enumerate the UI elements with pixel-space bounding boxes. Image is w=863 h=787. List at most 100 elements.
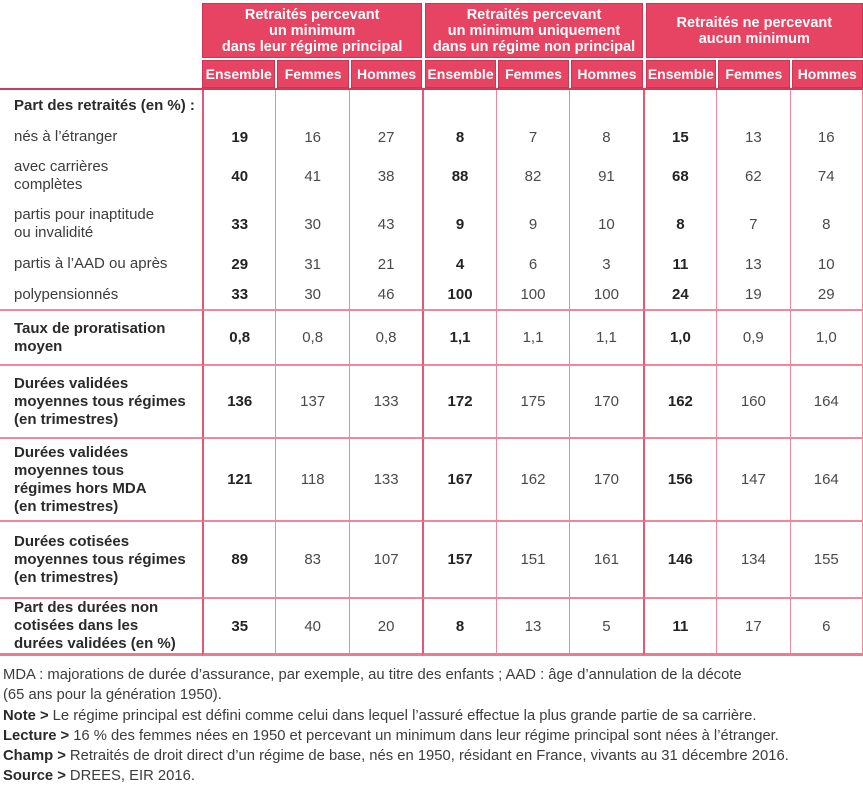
note-prefix: Lecture > (3, 727, 70, 744)
value-cell (789, 90, 863, 122)
value-cell (348, 90, 422, 122)
value-cell: 91 (569, 152, 642, 200)
value-cell: 136 (202, 366, 276, 439)
group-header-minimum-regime-principal: Retraités percevant un minimum dans leur… (202, 3, 423, 58)
note-prefix: Source > (3, 768, 66, 785)
value-cell: 170 (569, 439, 643, 522)
column-header-femmes: Femmes (716, 58, 790, 88)
value-cell: 43 (348, 200, 422, 248)
value-cell: 41 (275, 152, 348, 200)
note-mda-aad: MDA : majorations de durée d’assurance, … (3, 667, 742, 704)
value-cell: 3 (569, 248, 642, 280)
note-prefix: Note > (3, 707, 49, 724)
value-cell: 11 (642, 599, 717, 656)
value-cell: 13 (716, 122, 789, 152)
value-cell: 27 (348, 122, 422, 152)
column-header-hommes: Hommes (348, 58, 423, 88)
row-label: avec carrières complètes (14, 158, 109, 193)
value-cell: 6 (789, 599, 863, 656)
value-cell: 38 (348, 152, 422, 200)
value-cell: 167 (422, 439, 496, 522)
column-header-femmes: Femmes (275, 58, 349, 88)
value-cell: 88 (422, 152, 495, 200)
value-cell: 8 (569, 122, 642, 152)
value-cell: 146 (642, 522, 717, 599)
value-cell: 164 (789, 439, 863, 522)
column-header-ensemble: Ensemble (422, 58, 496, 88)
value-cell: 8 (422, 599, 496, 656)
value-cell: 9 (422, 200, 495, 248)
value-cell (422, 90, 495, 122)
value-cell: 30 (275, 200, 348, 248)
value-cell: 151 (495, 522, 570, 599)
value-cell: 68 (642, 152, 716, 200)
value-cell: 30 (275, 280, 349, 311)
value-cell: 35 (202, 599, 276, 656)
row-label: Durées cotisées moyennes tous régimes (e… (0, 522, 202, 599)
value-cell: 1,1 (422, 311, 496, 366)
value-cell: 82 (495, 152, 569, 200)
value-cell: 10 (569, 200, 642, 248)
value-cell: 8 (642, 200, 716, 248)
value-cell: 175 (495, 366, 570, 439)
value-cell: 8 (789, 200, 863, 248)
value-cell: 11 (642, 248, 716, 280)
column-header-hommes: Hommes (569, 58, 643, 88)
value-cell: 121 (202, 439, 276, 522)
value-cell: 20 (348, 599, 423, 656)
value-cell: 100 (495, 280, 570, 311)
column-header-femmes: Femmes (495, 58, 570, 88)
value-cell: 137 (275, 366, 349, 439)
value-cell (275, 90, 348, 122)
row-label: nés à l’étranger (14, 128, 118, 145)
value-cell (716, 90, 789, 122)
value-cell: 33 (202, 200, 275, 248)
value-cell: 29 (789, 280, 863, 311)
value-cell: 10 (789, 248, 863, 280)
footnotes: MDA : majorations de durée d’assurance, … (0, 656, 863, 787)
note-line: Lecture >16 % des femmes nées en 1950 et… (3, 726, 859, 746)
value-cell: 133 (348, 439, 423, 522)
value-cell: 40 (275, 599, 349, 656)
note-line: Source > DREES, EIR 2016. (3, 766, 859, 786)
value-cell: 17 (716, 599, 790, 656)
value-cell: 8 (422, 122, 495, 152)
value-cell (569, 90, 642, 122)
value-cell: 7 (716, 200, 789, 248)
value-cell: 156 (642, 439, 717, 522)
group-header-aucun-minimum: Retraités ne percevant aucun minimum (642, 3, 863, 58)
note-text: DREES, EIR 2016. (69, 768, 195, 785)
row-label: partis pour inaptitude ou invalidité (14, 206, 155, 241)
table-body: Part des retraités (en %) : nés à l’étra… (0, 90, 863, 656)
value-cell: 19 (202, 122, 275, 152)
value-cell: 147 (716, 439, 790, 522)
value-cell: 1,0 (789, 311, 863, 366)
value-cell: 100 (569, 280, 643, 311)
value-cell: 160 (716, 366, 790, 439)
value-cell: 16 (789, 122, 863, 152)
table-header: Retraités percevant un minimum dans leur… (0, 3, 863, 90)
value-cell: 9 (495, 200, 569, 248)
value-cell: 62 (716, 152, 789, 200)
value-cell: 0,8 (348, 311, 423, 366)
value-cell: 107 (348, 522, 423, 599)
value-cell: 46 (348, 280, 423, 311)
value-cell: 6 (495, 248, 569, 280)
value-cell (495, 90, 569, 122)
row-label: polypensionnés (0, 280, 202, 311)
value-cell: 16 (275, 122, 348, 152)
value-cell: 0,8 (202, 311, 276, 366)
column-header-hommes: Hommes (789, 58, 863, 88)
value-cell: 19 (716, 280, 790, 311)
value-cell: 170 (569, 366, 643, 439)
row-label: Taux de proratisation moyen (0, 311, 202, 366)
value-cell: 162 (495, 439, 570, 522)
group-header-minimum-regime-non-principal: Retraités percevant un minimum uniquemen… (422, 3, 643, 58)
note-text: Retraités de droit direct d’un régime de… (69, 748, 789, 765)
value-cell: 13 (716, 248, 789, 280)
corner-spacer (0, 3, 202, 88)
value-cell: 15 (642, 122, 716, 152)
value-cell: 1,0 (642, 311, 717, 366)
value-cell: 161 (569, 522, 643, 599)
column-header-ensemble: Ensemble (202, 58, 276, 88)
